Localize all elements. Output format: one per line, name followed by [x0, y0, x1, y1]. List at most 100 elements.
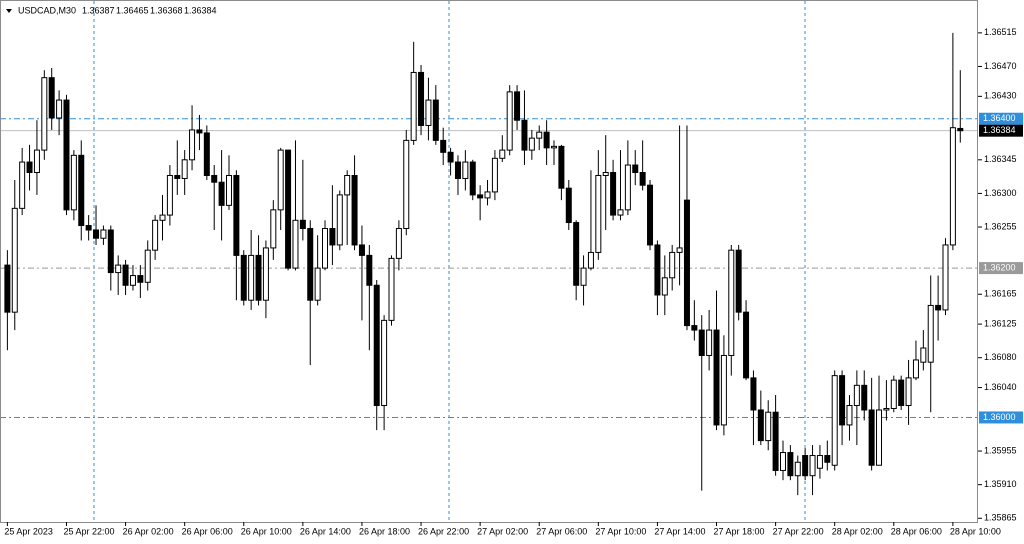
- bid-label-box: [979, 124, 1023, 137]
- candle-body: [93, 229, 100, 239]
- candle-body: [920, 347, 927, 363]
- candle-body: [698, 329, 705, 356]
- candle-body: [942, 244, 949, 311]
- candle-body: [661, 277, 668, 296]
- candle-body: [883, 407, 890, 411]
- candle-body: [743, 311, 750, 379]
- y-tick-label: 1.36345: [984, 154, 1017, 164]
- x-tick-label: 26 Apr 02:00: [123, 526, 174, 536]
- candle-body: [728, 249, 735, 356]
- candle-body: [70, 154, 77, 211]
- candle-body: [543, 131, 550, 149]
- candle-body: [469, 161, 476, 196]
- candle-body: [447, 151, 454, 163]
- candle-body: [691, 325, 698, 331]
- x-tick-label: 25 Apr 22:00: [63, 526, 114, 536]
- y-tick-label: 1.36515: [984, 27, 1017, 37]
- candle-body: [314, 267, 321, 301]
- candle-body: [144, 249, 151, 283]
- candle-body: [373, 284, 380, 407]
- menu-arrow[interactable]: [6, 9, 12, 13]
- y-tick-label: 1.36470: [984, 61, 1017, 71]
- candle-body: [536, 131, 543, 139]
- candle-body: [624, 164, 631, 211]
- candle-body: [196, 129, 203, 134]
- candle-body: [100, 229, 107, 239]
- level-label-box: [979, 112, 1023, 125]
- candle-body: [174, 174, 181, 179]
- y-tick-label: 1.36430: [984, 91, 1017, 101]
- candle-body: [381, 319, 388, 407]
- candle-body: [846, 405, 853, 426]
- x-tick-label: 26 Apr 10:00: [241, 526, 292, 536]
- candle-body: [565, 187, 572, 224]
- candle-body: [425, 99, 432, 126]
- candle-body: [898, 379, 905, 407]
- candle-body: [203, 132, 210, 176]
- x-tick-label: 25 Apr 2023: [4, 526, 53, 536]
- plot-frame: [0, 0, 978, 523]
- x-tick-label: 27 Apr 10:00: [595, 526, 646, 536]
- x-tick-label: 26 Apr 22:00: [418, 526, 469, 536]
- candle-body: [573, 222, 580, 286]
- candle-body: [410, 71, 417, 141]
- candle-body: [19, 161, 26, 209]
- y-tick-label: 1.36255: [984, 221, 1017, 231]
- x-tick-label: 27 Apr 02:00: [477, 526, 528, 536]
- candle-body: [632, 164, 639, 174]
- candle-body: [56, 99, 63, 119]
- candle-body: [853, 384, 860, 407]
- candle-body: [477, 194, 484, 199]
- candle-body: [499, 149, 506, 159]
- x-tick-label: 28 Apr 02:00: [832, 526, 883, 536]
- candle-body: [765, 411, 772, 442]
- x-tick-label: 27 Apr 14:00: [654, 526, 705, 536]
- candle-body: [418, 71, 425, 126]
- candle-body: [772, 411, 779, 471]
- candle-body: [506, 91, 513, 151]
- candle-body: [713, 329, 720, 426]
- candle-body: [255, 254, 262, 301]
- candle-body: [358, 244, 365, 256]
- candle-body: [48, 77, 55, 119]
- candle-body: [602, 172, 609, 176]
- candle-body: [949, 127, 956, 246]
- candle-body: [890, 379, 897, 409]
- header-open: 1.36387: [82, 5, 115, 15]
- candle-body: [351, 174, 358, 246]
- candle-body: [189, 129, 196, 161]
- candle-body: [794, 461, 801, 477]
- candle-body: [491, 157, 498, 193]
- candle-body: [11, 207, 18, 313]
- level-label: 1.36200: [983, 262, 1016, 272]
- candle-body: [395, 228, 402, 259]
- candle-body: [514, 91, 521, 121]
- candle-body: [440, 139, 447, 153]
- candle-body: [735, 249, 742, 313]
- candle-body: [129, 275, 136, 286]
- candle-body: [240, 254, 247, 301]
- candle-body: [336, 194, 343, 246]
- y-tick-label: 1.35865: [984, 513, 1017, 523]
- candle-body: [432, 99, 439, 141]
- candle-body: [63, 99, 70, 211]
- candle-body: [957, 127, 964, 132]
- candle-body: [669, 251, 676, 279]
- level-label-box: [979, 262, 1023, 275]
- candle-body: [115, 264, 122, 274]
- candle-body: [639, 172, 646, 186]
- candle-body: [78, 154, 85, 227]
- candle-body: [307, 228, 314, 301]
- x-tick-label: 26 Apr 06:00: [182, 526, 233, 536]
- candle-body: [876, 409, 883, 466]
- candle-body: [580, 267, 587, 286]
- candle-body: [225, 174, 232, 206]
- candle-body: [551, 145, 558, 149]
- y-tick-label: 1.36300: [984, 188, 1017, 198]
- candle-body: [277, 149, 284, 211]
- candle-body: [927, 304, 934, 363]
- y-tick-label: 1.35955: [984, 445, 1017, 455]
- candle-body: [706, 329, 713, 356]
